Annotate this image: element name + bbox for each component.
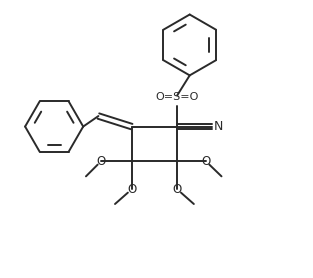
- Text: O: O: [96, 155, 106, 168]
- Text: O: O: [201, 155, 210, 168]
- Text: O=S=O: O=S=O: [155, 92, 198, 102]
- Text: O: O: [127, 183, 136, 196]
- Text: O: O: [173, 183, 182, 196]
- Text: N: N: [214, 120, 223, 133]
